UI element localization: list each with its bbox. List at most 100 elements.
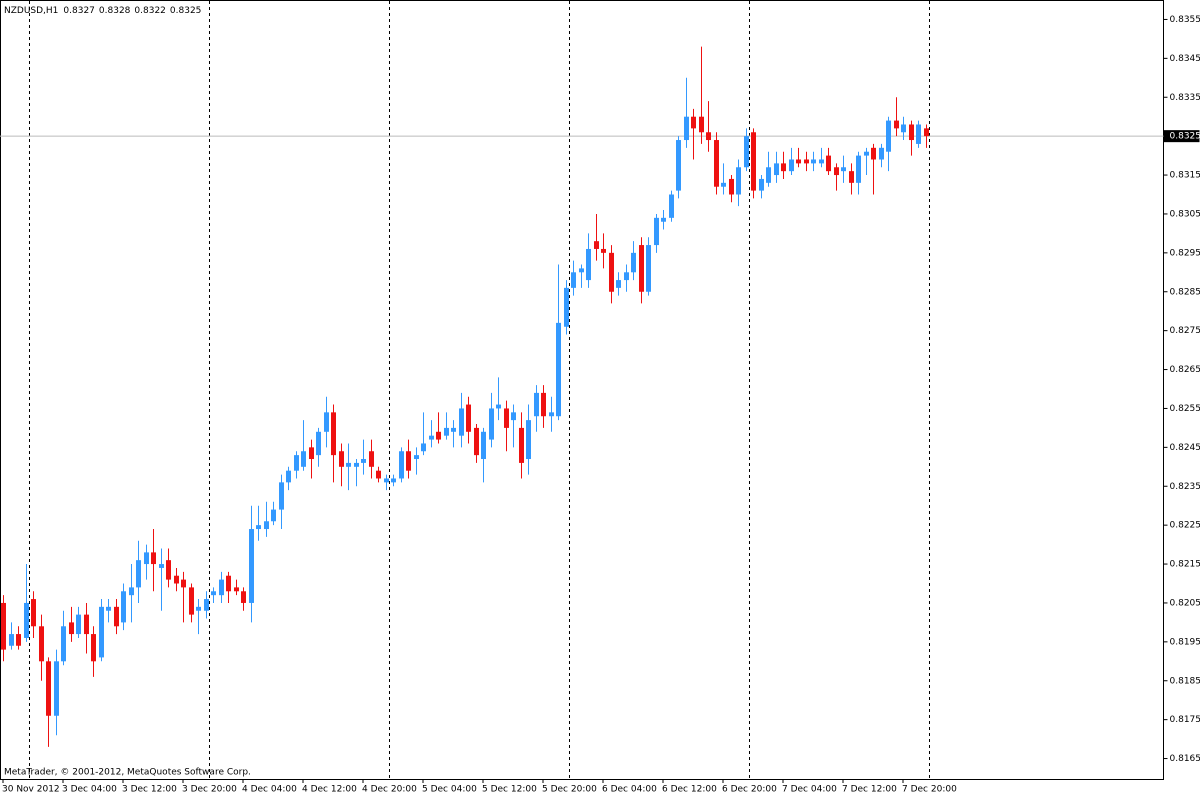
- candle-body: [91, 634, 96, 662]
- candle-body: [121, 591, 126, 623]
- y-tick-label: 0.8285: [1170, 287, 1200, 297]
- candle-body: [346, 462, 351, 467]
- candle-body: [459, 408, 464, 436]
- candle-body: [534, 392, 539, 417]
- candle-body: [751, 132, 756, 191]
- candle-body: [369, 451, 374, 467]
- header-close: 0.8325: [170, 6, 202, 16]
- candle-body: [466, 404, 471, 432]
- candle-body: [234, 587, 239, 592]
- x-tick-label: 4 Dec 20:00: [362, 785, 417, 795]
- candle-body: [166, 560, 171, 580]
- x-tick-label: 4 Dec 04:00: [242, 785, 297, 795]
- candle-body: [871, 147, 876, 160]
- candle-body: [256, 525, 261, 530]
- candle-body: [429, 435, 434, 440]
- candle-body: [624, 272, 629, 281]
- candle-body: [721, 182, 726, 187]
- candle-body: [16, 634, 21, 646]
- candle-body: [421, 443, 426, 452]
- candle-body: [301, 451, 306, 467]
- candle-body: [669, 194, 674, 218]
- current-price-label: 0.8325: [1170, 132, 1200, 142]
- x-tick-label: 3 Dec 12:00: [122, 785, 177, 795]
- x-tick-label: 7 Dec 20:00: [902, 785, 957, 795]
- candle-body: [24, 602, 29, 638]
- current-price-box: [1163, 130, 1200, 143]
- y-tick-label: 0.8295: [1170, 248, 1200, 258]
- candle-body: [654, 217, 659, 246]
- chart-header: NZDUSD,H1 0.8327 0.8328 0.8322 0.8325: [4, 6, 201, 16]
- candle-body: [774, 163, 779, 176]
- candle-body: [406, 451, 411, 471]
- y-tick-label: 0.8315: [1170, 171, 1200, 181]
- candle-body: [661, 217, 666, 222]
- candle-body: [586, 248, 591, 281]
- y-tick-label: 0.8355: [1170, 15, 1200, 25]
- candle-body: [309, 447, 314, 460]
- y-tick-label: 0.8175: [1170, 715, 1200, 725]
- candle-body: [894, 120, 899, 129]
- candle-body: [901, 124, 906, 133]
- candle-body: [241, 591, 246, 603]
- y-tick-label: 0.8305: [1170, 209, 1200, 219]
- candle-body: [744, 136, 749, 168]
- y-tick-label: 0.8265: [1170, 365, 1200, 375]
- candle-body: [376, 470, 381, 479]
- candle-body: [631, 252, 636, 273]
- candle-body: [849, 171, 854, 183]
- candle-body: [31, 599, 36, 627]
- candle-body: [106, 606, 111, 611]
- x-tick-label: 3 Dec 04:00: [62, 785, 117, 795]
- candle-body: [886, 120, 891, 152]
- candle-body: [526, 420, 531, 460]
- y-tick-label: 0.8275: [1170, 326, 1200, 336]
- candle-body: [436, 431, 441, 440]
- candle-body: [174, 575, 179, 584]
- candle-body: [826, 155, 831, 172]
- candle-body: [571, 272, 576, 288]
- y-tick-label: 0.8255: [1170, 404, 1200, 414]
- candle-body: [339, 451, 344, 467]
- candle-body: [519, 427, 524, 463]
- candle-body: [211, 591, 216, 596]
- x-tick-label: 4 Dec 12:00: [302, 785, 357, 795]
- candle-body: [129, 587, 134, 596]
- candle-body: [9, 634, 14, 646]
- x-tick-label: 5 Dec 12:00: [482, 785, 537, 795]
- candle-body: [324, 412, 329, 432]
- x-tick-label: 5 Dec 20:00: [542, 785, 597, 795]
- y-tick-label: 0.8345: [1170, 54, 1200, 64]
- candle-body: [511, 412, 516, 421]
- candle-body: [706, 132, 711, 141]
- candle-body: [811, 159, 816, 164]
- x-tick-label: 5 Dec 04:00: [422, 785, 477, 795]
- candle-body: [594, 241, 599, 249]
- candle-body: [391, 478, 396, 483]
- candle-body: [181, 579, 186, 588]
- candle-body: [691, 116, 696, 129]
- candle-body: [856, 155, 861, 183]
- candle-body: [489, 408, 494, 440]
- y-tick-label: 0.8225: [1170, 521, 1200, 531]
- candle-body: [279, 482, 284, 510]
- symbol-title: NZDUSD,H1: [4, 6, 58, 16]
- candle-body: [46, 661, 51, 716]
- x-tick-label: 7 Dec 12:00: [842, 785, 897, 795]
- candle-body: [99, 606, 104, 658]
- candle-body: [331, 412, 336, 456]
- candle-body: [76, 614, 81, 635]
- y-tick-label: 0.8205: [1170, 598, 1200, 608]
- copyright: MetaTrader, © 2001-2012, MetaQuotes Soft…: [4, 768, 251, 778]
- candle-body: [196, 606, 201, 611]
- y-tick-label: 0.8165: [1170, 754, 1200, 764]
- candle-body: [219, 579, 224, 596]
- candle-body: [474, 427, 479, 456]
- y-tick-label: 0.8195: [1170, 637, 1200, 647]
- candle-body: [864, 151, 869, 156]
- candle-body: [616, 280, 621, 288]
- x-tick-label: 7 Dec 04:00: [782, 785, 837, 795]
